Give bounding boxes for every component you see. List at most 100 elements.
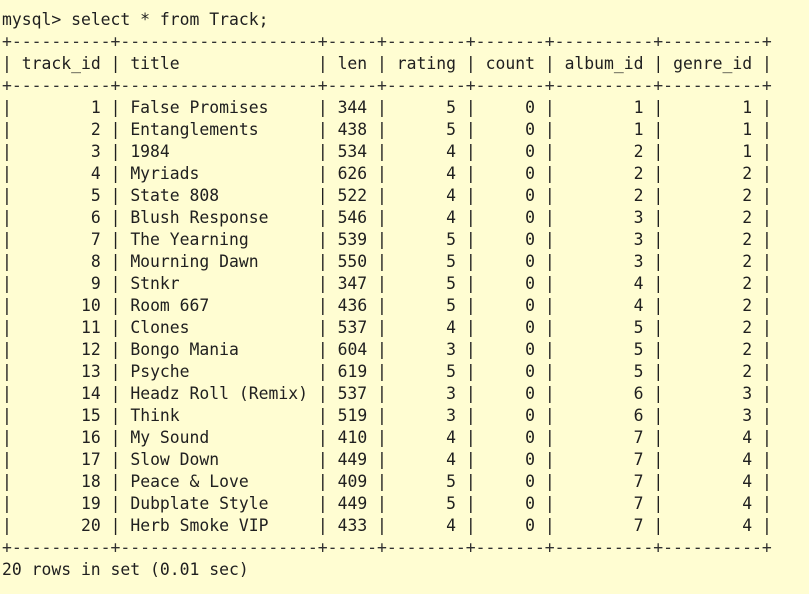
cell-genre-id: 2	[742, 318, 753, 337]
cell-count: 0	[525, 274, 535, 293]
table-row: | 10 | Room 667 | 436 | 5 | 0 | 4 | 2 |	[2, 296, 772, 315]
command-line: mysql> select * from Track;	[2, 9, 268, 31]
cell-rating: 5	[446, 230, 456, 249]
cell-len: 539	[337, 230, 368, 249]
cell-len: 537	[337, 384, 368, 403]
cell-genre-id: 2	[742, 252, 753, 271]
cell-len: 550	[337, 252, 368, 271]
cell-track-id: 3	[90, 142, 101, 161]
cell-rating: 4	[446, 516, 457, 535]
table-row: | 18 | Peace & Love | 409 | 5 | 0 | 7 | …	[2, 472, 772, 491]
cell-title: Peace & Love	[130, 472, 249, 491]
table-row: | 13 | Psyche | 619 | 5 | 0 | 5 | 2 |	[2, 362, 772, 381]
cell-album-id: 2	[633, 142, 644, 161]
cell-album-id: 7	[633, 472, 644, 491]
cell-title: State 808	[130, 186, 220, 205]
cell-len: 436	[337, 296, 368, 315]
cell-rating: 4	[446, 428, 457, 447]
cell-track-id: 11	[80, 318, 101, 337]
cell-track-id: 8	[90, 252, 101, 271]
cell-genre-id: 2	[742, 230, 753, 249]
cell-genre-id: 1	[742, 142, 753, 161]
cell-track-id: 18	[80, 472, 101, 491]
cell-len: 433	[337, 516, 368, 535]
cell-genre-id: 1	[742, 98, 753, 117]
cell-title: Room 667	[130, 296, 210, 315]
cell-genre-id: 4	[742, 494, 753, 513]
table-border-top: +----------+--------------------+-----+-…	[2, 32, 772, 51]
cell-track-id: 9	[90, 274, 101, 293]
cell-album-id: 3	[633, 252, 644, 271]
cell-len: 626	[337, 164, 368, 183]
cell-album-id: 1	[633, 120, 644, 139]
cell-rating: 5	[446, 494, 457, 513]
cell-track-id: 16	[80, 428, 101, 447]
cell-genre-id: 3	[742, 406, 753, 425]
cell-len: 347	[337, 274, 368, 293]
table-row: | 9 | Stnkr | 347 | 5 | 0 | 4 | 2 |	[2, 274, 772, 293]
cell-title: Dubplate Style	[130, 494, 269, 513]
table-row: | 4 | Myriads | 626 | 4 | 0 | 2 | 2 |	[2, 164, 772, 183]
cell-track-id: 6	[90, 208, 101, 227]
table-row: | 12 | Bongo Mania | 604 | 3 | 0 | 5 | 2…	[2, 340, 772, 359]
cell-genre-id: 1	[742, 120, 753, 139]
table-border-bottom: +----------+--------------------+-----+-…	[2, 538, 772, 557]
column-header-count: count	[485, 54, 535, 73]
cell-track-id: 15	[80, 406, 101, 425]
table-row: | 14 | Headz Roll (Remix) | 537 | 3 | 0 …	[2, 384, 772, 403]
cell-genre-id: 2	[742, 296, 753, 315]
cell-len: 344	[337, 98, 368, 117]
cell-len: 534	[337, 142, 368, 161]
cell-album-id: 5	[633, 318, 644, 337]
cell-rating: 3	[446, 406, 457, 425]
cell-album-id: 2	[633, 164, 644, 183]
cell-track-id: 1	[90, 98, 101, 117]
cell-album-id: 7	[633, 450, 644, 469]
cell-len: 409	[337, 472, 368, 491]
table-row: | 19 | Dubplate Style | 449 | 5 | 0 | 7 …	[2, 494, 772, 513]
cell-title: Mourning Dawn	[130, 252, 259, 271]
cell-genre-id: 2	[742, 186, 753, 205]
table-row: | 7 | The Yearning | 539 | 5 | 0 | 3 | 2…	[2, 230, 772, 249]
cell-title: Herb Smoke VIP	[130, 516, 269, 535]
cell-album-id: 1	[633, 98, 644, 117]
cell-track-id: 10	[80, 296, 101, 315]
cell-len: 522	[337, 186, 368, 205]
cell-len: 519	[337, 406, 368, 425]
cell-title: Stnkr	[130, 274, 180, 293]
cell-genre-id: 2	[742, 340, 753, 359]
cell-genre-id: 2	[742, 164, 753, 183]
cell-title: Headz Roll (Remix)	[130, 384, 308, 403]
column-header-genre-id: genre_id	[673, 54, 753, 73]
cell-rating: 4	[446, 318, 457, 337]
table-row: | 17 | Slow Down | 449 | 4 | 0 | 7 | 4 |	[2, 450, 772, 469]
table-row: | 16 | My Sound | 410 | 4 | 0 | 7 | 4 |	[2, 428, 772, 447]
cell-album-id: 6	[633, 406, 644, 425]
cell-count: 0	[525, 406, 535, 425]
cell-count: 0	[525, 296, 535, 315]
cell-count: 0	[525, 252, 535, 271]
cell-title: False Promises	[130, 98, 269, 117]
cell-count: 0	[525, 186, 535, 205]
column-header-album-id: album_id	[564, 54, 644, 73]
cell-rating: 3	[446, 384, 456, 403]
cell-genre-id: 4	[742, 450, 753, 469]
cell-rating: 4	[446, 450, 456, 469]
cell-rating: 5	[446, 252, 456, 271]
cell-album-id: 3	[633, 230, 644, 249]
cell-track-id: 13	[80, 362, 101, 381]
cell-title: Myriads	[130, 164, 200, 183]
column-header-track-id: track_id	[21, 54, 101, 73]
cell-title: Psyche	[130, 362, 190, 381]
cell-album-id: 2	[633, 186, 644, 205]
cell-album-id: 4	[633, 274, 644, 293]
cell-track-id: 7	[90, 230, 101, 249]
column-header-title: title	[130, 54, 180, 73]
cell-count: 0	[525, 516, 535, 535]
cell-count: 0	[525, 230, 535, 249]
cell-genre-id: 4	[742, 516, 753, 535]
cell-genre-id: 4	[742, 472, 753, 491]
cell-title: My Sound	[130, 428, 210, 447]
cell-genre-id: 2	[742, 362, 753, 381]
